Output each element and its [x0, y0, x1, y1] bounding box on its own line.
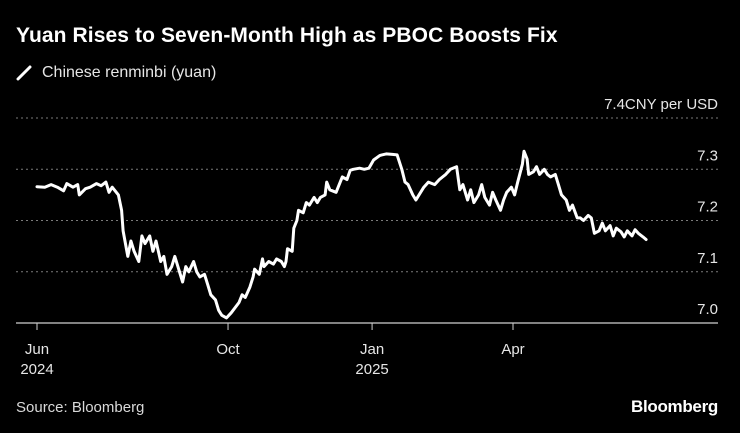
bloomberg-logo: Bloomberg [630, 397, 718, 416]
x-tick-label: Apr [501, 341, 524, 358]
legend-label: Chinese renminbi (yuan) [42, 64, 217, 81]
x-tick-label: Oct [216, 341, 240, 358]
yuan-series-line [35, 149, 648, 320]
y-tick-label: 7.2 [697, 199, 718, 216]
x-axis-ticks: Jun 2024 Oct Jan 2025 Apr [20, 323, 525, 378]
x-tick-label: Jun [25, 341, 49, 358]
y-tick-label: 7.3 [697, 147, 718, 164]
x-tick-year-label: 2025 [355, 361, 388, 378]
x-tick-year-label: 2024 [20, 361, 53, 378]
y-tick-label: 7.1 [697, 250, 718, 267]
y-axis-ticks: 7.4CNY per USD 7.3 7.2 7.1 7.0 [604, 96, 718, 318]
y-tick-label: 7.4CNY per USD [604, 96, 718, 113]
legend: Chinese renminbi (yuan) [16, 64, 216, 82]
y-tick-label: 7.0 [697, 301, 718, 318]
source-note: Source: Bloomberg [16, 399, 145, 416]
chart-title: Yuan Rises to Seven-Month High as PBOC B… [16, 24, 558, 47]
line-swatch-icon [16, 65, 32, 81]
x-tick-label: Jan [360, 341, 384, 358]
